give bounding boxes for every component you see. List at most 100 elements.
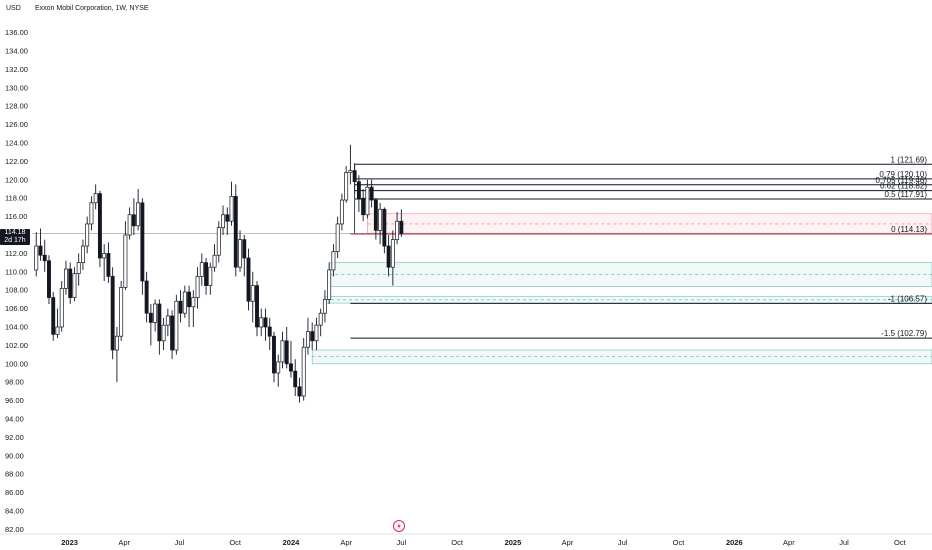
candle[interactable] <box>310 322 315 350</box>
fib-level-label: 0 (114.13) <box>891 225 927 234</box>
candle[interactable] <box>59 281 64 332</box>
candle[interactable] <box>339 193 344 231</box>
candle[interactable] <box>76 253 81 286</box>
candle[interactable] <box>352 163 357 194</box>
candle[interactable] <box>238 230 242 272</box>
candle[interactable] <box>297 377 302 403</box>
y-tick-label: 96.00 <box>5 396 24 405</box>
candle[interactable] <box>38 228 43 261</box>
candle[interactable] <box>80 239 85 270</box>
candle[interactable] <box>72 267 77 302</box>
lightning-icon[interactable] <box>393 520 405 532</box>
candle[interactable] <box>127 207 132 240</box>
candle[interactable] <box>305 317 310 355</box>
candle[interactable] <box>293 359 298 396</box>
candle[interactable] <box>131 198 136 235</box>
candle[interactable] <box>216 221 221 263</box>
candle[interactable] <box>136 189 141 231</box>
candles-layer[interactable] <box>34 144 404 403</box>
candle[interactable] <box>399 209 404 237</box>
candle[interactable] <box>114 327 119 383</box>
candle[interactable] <box>64 260 68 295</box>
candle[interactable] <box>140 198 145 295</box>
candle[interactable] <box>276 354 281 387</box>
candle[interactable] <box>191 290 196 327</box>
candle[interactable] <box>327 262 332 304</box>
candle[interactable] <box>208 262 213 295</box>
candle[interactable] <box>225 207 230 235</box>
candle[interactable] <box>144 271 149 323</box>
candle[interactable] <box>42 239 47 272</box>
candle[interactable] <box>280 331 285 369</box>
fib-level-label: 0.79 (120.10) <box>879 170 927 179</box>
candle[interactable] <box>289 340 293 378</box>
candle[interactable] <box>386 235 391 277</box>
candle[interactable] <box>221 205 225 235</box>
candle[interactable] <box>263 308 268 341</box>
candle[interactable] <box>335 216 340 258</box>
candle[interactable] <box>395 212 400 245</box>
candle[interactable] <box>199 253 204 286</box>
candle[interactable] <box>68 262 73 304</box>
candle[interactable] <box>178 290 183 323</box>
candle[interactable] <box>250 271 255 323</box>
candle[interactable] <box>47 255 51 304</box>
candle[interactable] <box>148 304 153 346</box>
candle[interactable] <box>93 184 98 210</box>
candle-body <box>395 220 400 240</box>
candle[interactable] <box>246 248 251 311</box>
candle[interactable] <box>34 232 39 277</box>
candle[interactable] <box>255 281 259 337</box>
x-tick-label: Jul <box>839 538 849 547</box>
candle[interactable] <box>55 308 60 339</box>
candle[interactable] <box>348 144 353 185</box>
candle[interactable] <box>272 331 276 383</box>
candle[interactable] <box>229 181 234 226</box>
candle[interactable] <box>284 327 289 369</box>
candle[interactable] <box>110 267 115 360</box>
candle[interactable] <box>242 235 247 277</box>
candle[interactable] <box>182 285 187 318</box>
candle[interactable] <box>373 198 378 240</box>
candle[interactable] <box>267 317 272 350</box>
y-axis[interactable]: 136.00 134.00 132.00 130.00 128.00 126.00 124.… <box>5 28 28 534</box>
candle[interactable] <box>322 290 327 323</box>
candle[interactable] <box>382 207 387 254</box>
candle[interactable] <box>233 184 238 277</box>
candle-body <box>42 254 47 262</box>
candle[interactable] <box>85 216 90 254</box>
candle[interactable] <box>161 317 166 350</box>
candle[interactable] <box>204 258 209 295</box>
candle[interactable] <box>123 221 128 291</box>
candle[interactable] <box>331 244 336 277</box>
candle[interactable] <box>212 244 217 272</box>
candle[interactable] <box>361 189 366 222</box>
candle[interactable] <box>170 310 175 360</box>
candle[interactable] <box>369 179 374 208</box>
y-tick-label: 110.00 <box>5 267 27 276</box>
candle[interactable] <box>157 299 162 355</box>
candle[interactable] <box>195 267 200 309</box>
candle[interactable] <box>165 308 170 337</box>
candle[interactable] <box>314 317 319 350</box>
x-axis[interactable]: 2023 Apr Jul Oct 2024 Apr Jul Oct 2025 Apr Jul Oct 2… <box>61 538 906 547</box>
candle[interactable] <box>97 190 102 268</box>
candle-body <box>386 245 391 268</box>
candle[interactable] <box>390 230 395 286</box>
candle[interactable] <box>356 175 361 212</box>
candle[interactable] <box>119 281 124 341</box>
candle[interactable] <box>318 308 323 337</box>
candle[interactable] <box>51 292 56 341</box>
candle[interactable] <box>365 179 370 219</box>
candle[interactable] <box>378 202 383 245</box>
candle[interactable] <box>301 338 306 401</box>
candle[interactable] <box>344 166 349 203</box>
candle[interactable] <box>259 308 264 337</box>
candle[interactable] <box>102 244 107 281</box>
candle[interactable] <box>89 196 94 231</box>
candle[interactable] <box>106 242 111 283</box>
candle[interactable] <box>187 285 192 327</box>
candle[interactable] <box>174 294 179 355</box>
candle[interactable] <box>153 299 158 332</box>
